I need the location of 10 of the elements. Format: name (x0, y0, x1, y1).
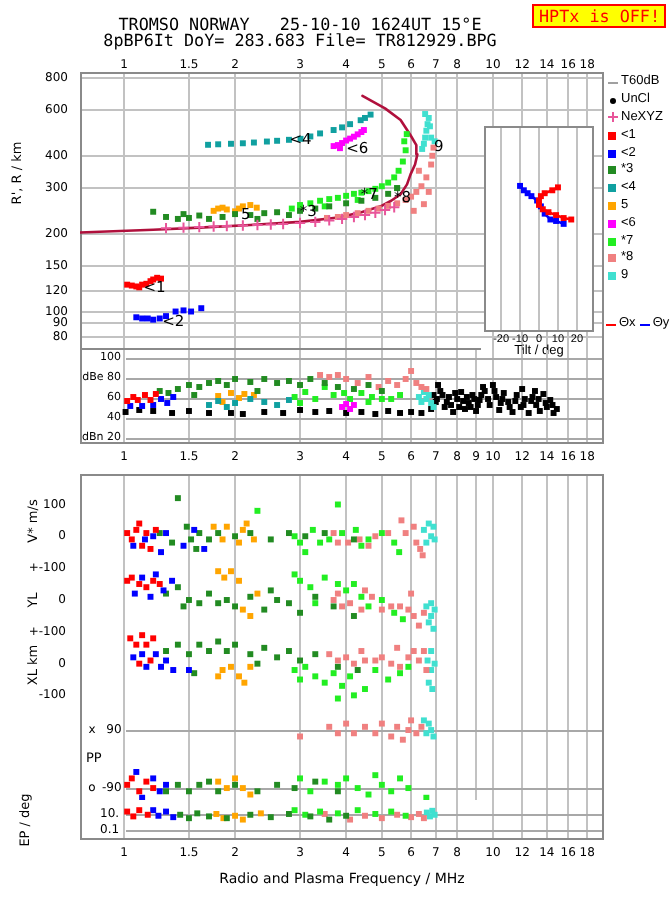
point (560, 215, 567, 222)
text: HPTx is OFF! (532, 4, 666, 28)
chart-title: TROMSO NORWAY 25-10-10 1624UT 15°E (118, 14, 482, 34)
point (553, 218, 560, 224)
point (555, 184, 561, 191)
point (549, 187, 556, 194)
point (553, 212, 560, 219)
point (517, 182, 523, 189)
point (560, 220, 567, 227)
chart-subtitle: 8pBP6It DoY= 283.683 File= TR812929.BPG (101, 30, 499, 50)
